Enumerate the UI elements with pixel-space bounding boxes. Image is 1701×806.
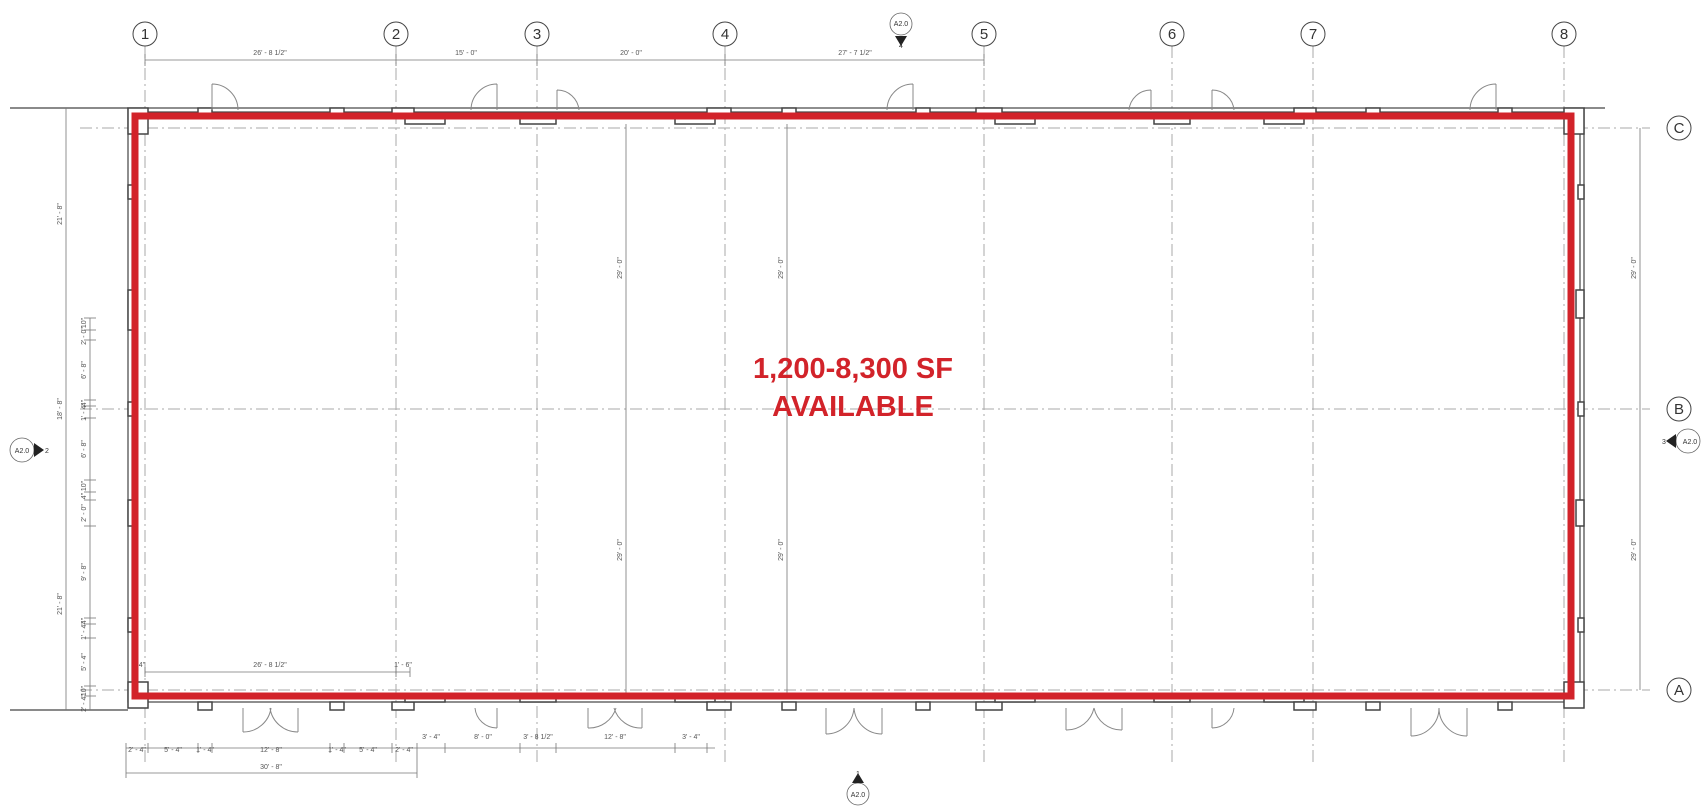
bottom-dim-label: 12' - 8" <box>604 734 626 741</box>
interior-bottom-label: 26' - 8 1/2" <box>253 662 287 669</box>
left-detail-label: 9' - 8" <box>81 563 88 581</box>
bottom-dim-label: 2' - 4" <box>128 747 146 754</box>
top-dim-line <box>144 54 985 66</box>
top-dim-label: 15' - 0" <box>455 50 477 57</box>
left-dim-label: 21' - 8" <box>57 593 64 615</box>
grid-label-c: C <box>1674 120 1685 137</box>
section-marker-left: A2.0 2 <box>9 437 49 463</box>
left-detail-label: 2' - 4" <box>81 694 88 712</box>
grid-bubble-5: 5 <box>971 21 997 47</box>
left-dim-label: 21' - 8" <box>57 203 64 225</box>
bottom-dim-label: 1' - 4" <box>328 747 346 754</box>
left-detail-label: 10" <box>81 317 88 328</box>
section-num: 3 <box>1662 439 1666 446</box>
bottom-dim-label: 3' - 4" <box>682 734 700 741</box>
available-area-outline <box>131 112 1575 700</box>
left-detail-ticks <box>84 317 96 697</box>
grid-label-a: A <box>1674 682 1684 699</box>
left-detail-label: 4" <box>81 492 88 499</box>
grid-label-1: 1 <box>141 26 149 43</box>
left-detail-label: 6' - 8" <box>81 440 88 458</box>
left-detail-label: 6' - 8" <box>81 361 88 379</box>
grid-bubble-1: 1 <box>132 21 158 47</box>
section-num: 4 <box>899 43 903 50</box>
bottom-dim-label: 8' - 0" <box>474 734 492 741</box>
section-ref: A2.0 <box>15 448 30 455</box>
left-detail-label: 10" <box>81 480 88 491</box>
grid-bubble-c: C <box>1666 115 1692 141</box>
grid-bubble-2: 2 <box>383 21 409 47</box>
bottom-dim-label: 12' - 8" <box>260 747 282 754</box>
column-grid <box>144 46 1565 765</box>
section-num: 1 <box>856 771 860 778</box>
interior-bottom-label: 4" <box>139 662 146 669</box>
top-dim-label: 27' - 7 1/2" <box>838 50 872 57</box>
available-area-size: 1,200-8,300 SF <box>753 353 953 385</box>
section-num: 2 <box>45 448 49 455</box>
left-detail-label: 5' - 4" <box>81 653 88 671</box>
left-detail-label: 2' - 0" <box>81 327 88 345</box>
right-dim-label: 29' - 0" <box>1631 539 1638 561</box>
grid-bubble-6: 6 <box>1159 21 1185 47</box>
right-dim-label: 29' - 0" <box>1631 257 1638 279</box>
left-detail-label: 4" <box>81 617 88 624</box>
grid-label-b: B <box>1674 401 1684 418</box>
left-detail-label: 4" <box>81 399 88 406</box>
section-ref: A2.0 <box>894 21 909 28</box>
grid-label-8: 8 <box>1560 26 1568 43</box>
bottom-dim-label: 2' - 4" <box>395 747 413 754</box>
interior-dim-label: 29' - 0" <box>617 257 624 279</box>
door-swings-top <box>211 83 1497 111</box>
interior-dim-label: 29' - 0" <box>617 539 624 561</box>
section-marker-right: A2.0 3 <box>1662 428 1701 454</box>
grid-label-4: 4 <box>721 26 729 43</box>
bottom-dim-label: 5' - 4" <box>164 747 182 754</box>
left-detail-label: 10" <box>81 685 88 696</box>
interior-dim-label: 29' - 0" <box>778 539 785 561</box>
interior-bottom-dim <box>144 667 411 677</box>
left-detail-label: 2' - 0" <box>81 504 88 522</box>
grid-label-3: 3 <box>533 26 541 43</box>
interior-dim-label: 29' - 0" <box>778 257 785 279</box>
top-dim-label: 20' - 0" <box>620 50 642 57</box>
grid-bubble-4: 4 <box>712 21 738 47</box>
grid-label-7: 7 <box>1309 26 1317 43</box>
section-ref: A2.0 <box>851 792 866 799</box>
row-grid <box>80 127 1650 691</box>
grid-bubble-3: 3 <box>524 21 550 47</box>
bottom-dim-label: 3' - 8 1/2" <box>523 734 553 741</box>
bottom-dim-label: 3' - 4" <box>422 734 440 741</box>
left-detail-label: 1' - 4" <box>81 403 88 421</box>
door-swings-bottom <box>242 707 1468 737</box>
top-dim-label: 26' - 8 1/2" <box>253 50 287 57</box>
grid-bubble-7: 7 <box>1300 21 1326 47</box>
bottom-dim-label: 1' - 4" <box>196 747 214 754</box>
interior-bottom-label: 1' - 6" <box>394 662 412 669</box>
left-dim-label: 18' - 8" <box>57 398 64 420</box>
left-detail-label: 1' - 4" <box>81 622 88 640</box>
grid-label-6: 6 <box>1168 26 1176 43</box>
grid-label-2: 2 <box>392 26 400 43</box>
section-marker-top: A2.0 4 <box>889 12 913 50</box>
bottom-dim-label: 5' - 4" <box>359 747 377 754</box>
section-ref: A2.0 <box>1683 439 1698 446</box>
interior-dim-lines <box>65 108 1641 710</box>
section-marker-bottom: A2.0 1 <box>846 771 870 806</box>
grid-label-5: 5 <box>980 26 988 43</box>
grid-bubble-8: 8 <box>1551 21 1577 47</box>
grid-bubble-a: A <box>1666 677 1692 703</box>
bottom-total-dim-label: 30' - 8" <box>260 764 282 771</box>
available-label: AVAILABLE <box>772 391 934 423</box>
grid-bubble-b: B <box>1666 396 1692 422</box>
bottom-dim-lines <box>125 743 715 778</box>
